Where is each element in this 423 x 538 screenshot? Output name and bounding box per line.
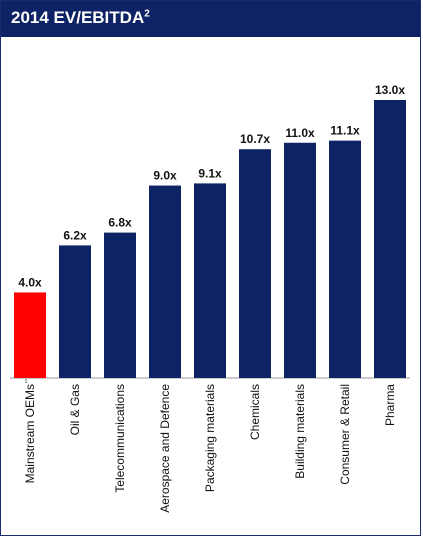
category-footnote-mainstream-oems: 1: [25, 379, 28, 385]
value-label-building-materials: 11.0x: [285, 126, 315, 140]
chart-title-text: 2014 EV/EBITDA: [11, 8, 145, 27]
bars-group: [14, 100, 406, 378]
chart-title: 2014 EV/EBITDA2: [11, 8, 150, 28]
bar-telecommunications: [104, 232, 136, 378]
category-label-aerospace-and-defence: Aerospace and Defence: [158, 384, 172, 513]
bar-pharma: [374, 100, 406, 378]
value-label-oil-and-gas: 6.2x: [63, 228, 87, 242]
category-label-pharma: Pharma: [383, 384, 397, 426]
value-label-consumer-and-retail: 11.1x: [330, 124, 360, 138]
bar-oil-and-gas: [59, 245, 91, 378]
category-label-mainstream-oems: Mainstream OEMs: [23, 384, 37, 483]
bar-consumer-and-retail: [329, 140, 361, 378]
category-label-telecommunications: Telecommunications: [113, 384, 127, 493]
chart-title-footnote: 2: [144, 8, 150, 20]
bar-mainstream-oems: [14, 292, 46, 378]
bar-aerospace-and-defence: [149, 185, 181, 378]
value-label-telecommunications: 6.8x: [108, 216, 132, 230]
value-label-mainstream-oems: 4.0x: [18, 275, 42, 289]
chart-header: 2014 EV/EBITDA2: [1, 1, 420, 37]
bar-building-materials: [284, 142, 316, 378]
bar-chemicals: [239, 149, 271, 378]
value-label-aerospace-and-defence: 9.0x: [153, 169, 177, 183]
value-label-chemicals: 10.7x: [240, 132, 270, 146]
category-label-building-materials: Building materials: [293, 384, 307, 479]
category-label-packaging-materials: Packaging materials: [203, 384, 217, 492]
value-labels-group: 4.0x 6.2x 6.8x 9.0x 9.1x 10.7x 11.0x 11.1x 13.0x: [18, 83, 405, 289]
category-label-chemicals: Chemicals: [248, 384, 262, 440]
value-label-packaging-materials: 9.1x: [198, 166, 222, 180]
bar-packaging-materials: [194, 183, 226, 378]
value-label-pharma: 13.0x: [375, 83, 405, 97]
category-label-oil-and-gas: Oil & Gas: [68, 384, 82, 435]
category-label-consumer-and-retail: Consumer & Retail: [338, 384, 352, 485]
